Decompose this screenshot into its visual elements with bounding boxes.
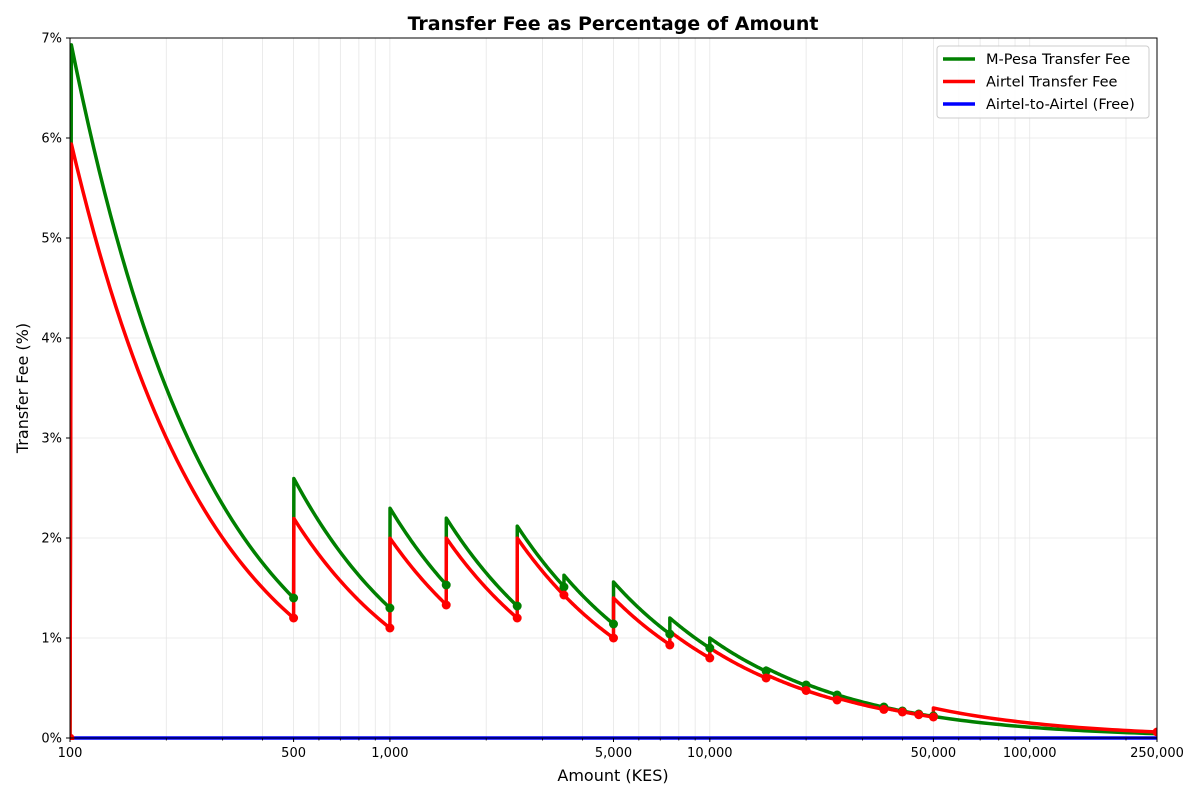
data-point (665, 640, 675, 650)
legend-box (936, 45, 1150, 119)
y-axis: 0% 1% 2% 3% 4% 5% 6% 7% (41, 32, 70, 747)
data-point (705, 643, 715, 653)
x-tick-label: 100 (58, 746, 83, 761)
data-point (914, 710, 924, 720)
data-point (705, 653, 715, 663)
y-axis-label: Transfer Fee (%) (13, 323, 32, 454)
data-point (761, 666, 771, 676)
y-tick-label: 1% (41, 632, 62, 647)
y-tick-label: 4% (41, 332, 62, 347)
legend: M-Pesa Transfer Fee Airtel Transfer Fee Ai… (936, 45, 1150, 119)
y-tick-label: 2% (41, 532, 62, 547)
data-point (897, 707, 907, 717)
data-point (832, 695, 842, 705)
x-tick-label: 100,000 (1003, 746, 1057, 761)
data-point (559, 582, 569, 592)
data-point (289, 593, 299, 603)
legend-label: Airtel Transfer Fee (986, 75, 1118, 91)
x-tick-label: 50,000 (911, 746, 957, 761)
data-point (609, 619, 618, 629)
data-point (441, 600, 451, 610)
data-point (879, 704, 889, 714)
series-line (70, 43, 1157, 739)
x-tick-label: 5,000 (595, 746, 632, 761)
data-point (1152, 727, 1157, 737)
data-point (665, 629, 675, 639)
y-tick-label: 7% (41, 32, 62, 47)
y-tick-label: 5% (41, 232, 62, 247)
data-point (385, 623, 395, 633)
chart-title: Transfer Fee as Percentage of Amount (408, 13, 819, 35)
x-tick-label: 250,000 (1130, 746, 1184, 761)
y-tick-label: 0% (41, 732, 62, 747)
y-tick-label: 6% (41, 132, 62, 147)
legend-label: M-Pesa Transfer Fee (986, 52, 1130, 68)
data-point (512, 613, 522, 623)
data-point (512, 601, 522, 611)
data-point (801, 686, 811, 695)
data-point (928, 712, 938, 722)
data-point (441, 580, 451, 590)
data-point (761, 673, 771, 683)
x-tick-label: 1,000 (371, 746, 408, 761)
legend-label: Airtel-to-Airtel (Free) (986, 97, 1135, 113)
data-point (559, 590, 569, 600)
x-axis: 100 500 1,000 5,000 10,000 50,000 100,000 250,0… (58, 738, 1184, 761)
x-tick-label: 10,000 (687, 746, 733, 761)
data-point (385, 603, 395, 613)
x-tick-label: 500 (281, 746, 306, 761)
data-point (609, 633, 618, 643)
data-point (289, 613, 299, 623)
x-axis-label: Amount (KES) (557, 766, 668, 785)
y-tick-label: 3% (41, 432, 62, 447)
